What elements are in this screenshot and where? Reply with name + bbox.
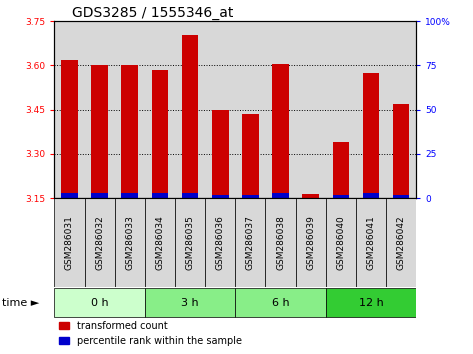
Bar [242,114,259,198]
Bar [393,104,410,198]
Bar [333,142,349,198]
Text: GDS3285 / 1555346_at: GDS3285 / 1555346_at [72,6,234,20]
Text: GSM286042: GSM286042 [397,215,406,270]
Bar [393,195,410,198]
Bar [326,21,356,198]
Bar [182,193,198,198]
Text: GSM286032: GSM286032 [95,215,104,270]
Bar [272,193,289,198]
Bar [356,198,386,287]
Bar [122,193,138,198]
Bar [326,288,416,317]
Bar [212,110,228,198]
Bar [363,73,379,198]
Bar [85,198,114,287]
Text: GSM286041: GSM286041 [367,215,376,270]
Bar [91,65,108,198]
Text: GSM286038: GSM286038 [276,215,285,270]
Bar [91,193,108,198]
Bar [114,198,145,287]
Text: 6 h: 6 h [272,298,289,308]
Text: time ►: time ► [2,298,40,308]
Bar [205,198,235,287]
Bar [145,21,175,198]
Text: GSM286035: GSM286035 [185,215,194,270]
Text: GSM286036: GSM286036 [216,215,225,270]
Bar [54,21,85,198]
Bar [175,198,205,287]
Bar [122,65,138,198]
Bar [54,198,85,287]
Bar [265,21,296,198]
Text: 3 h: 3 h [181,298,199,308]
Bar [356,21,386,198]
Bar [61,193,78,198]
Bar [235,21,265,198]
Bar [242,195,259,198]
Bar [212,195,228,198]
Bar [386,198,416,287]
Bar [265,198,296,287]
Bar [333,195,349,198]
Bar [296,198,326,287]
Text: GSM286033: GSM286033 [125,215,134,270]
Text: GSM286040: GSM286040 [336,215,345,270]
Bar [302,194,319,198]
Bar [85,21,114,198]
Bar [152,70,168,198]
Bar [386,21,416,198]
Legend: transformed count, percentile rank within the sample: transformed count, percentile rank withi… [59,321,242,346]
Bar [145,198,175,287]
Text: 0 h: 0 h [91,298,108,308]
Bar [114,21,145,198]
Bar [182,34,198,198]
Text: GSM286039: GSM286039 [306,215,315,270]
Text: GSM286034: GSM286034 [156,215,165,270]
Bar [326,198,356,287]
Bar [272,64,289,198]
Bar [145,288,235,317]
Bar [61,59,78,198]
Text: GSM286037: GSM286037 [246,215,255,270]
Bar [296,21,326,198]
Bar [175,21,205,198]
Text: GSM286031: GSM286031 [65,215,74,270]
Bar [152,193,168,198]
Bar [235,288,326,317]
Bar [205,21,235,198]
Bar [363,193,379,198]
Bar [235,198,265,287]
Text: 12 h: 12 h [359,298,384,308]
Bar [54,288,145,317]
